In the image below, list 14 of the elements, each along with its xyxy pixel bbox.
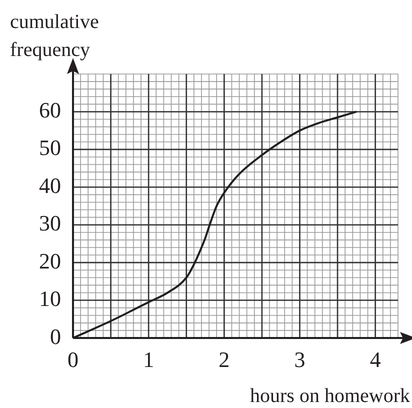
y-axis-title: cumulative frequency (10, 11, 99, 61)
y-tick-label: 40 (39, 172, 61, 198)
y-tick-label: 20 (39, 248, 61, 274)
x-tick-label: 4 (370, 346, 381, 372)
y-tick-label: 0 (50, 324, 61, 349)
x-axis-title: hours on homework (250, 385, 410, 407)
y-tick-label: 10 (39, 286, 61, 312)
y-tick-label: 30 (39, 210, 61, 236)
y-tick-label: 50 (39, 135, 61, 160)
x-tick-label: 3 (294, 346, 306, 372)
x-tick-label: 2 (218, 346, 230, 372)
x-tick-label: 1 (143, 346, 154, 372)
x-tick-label: 0 (68, 346, 78, 372)
y-tick-label: 60 (39, 97, 61, 122)
